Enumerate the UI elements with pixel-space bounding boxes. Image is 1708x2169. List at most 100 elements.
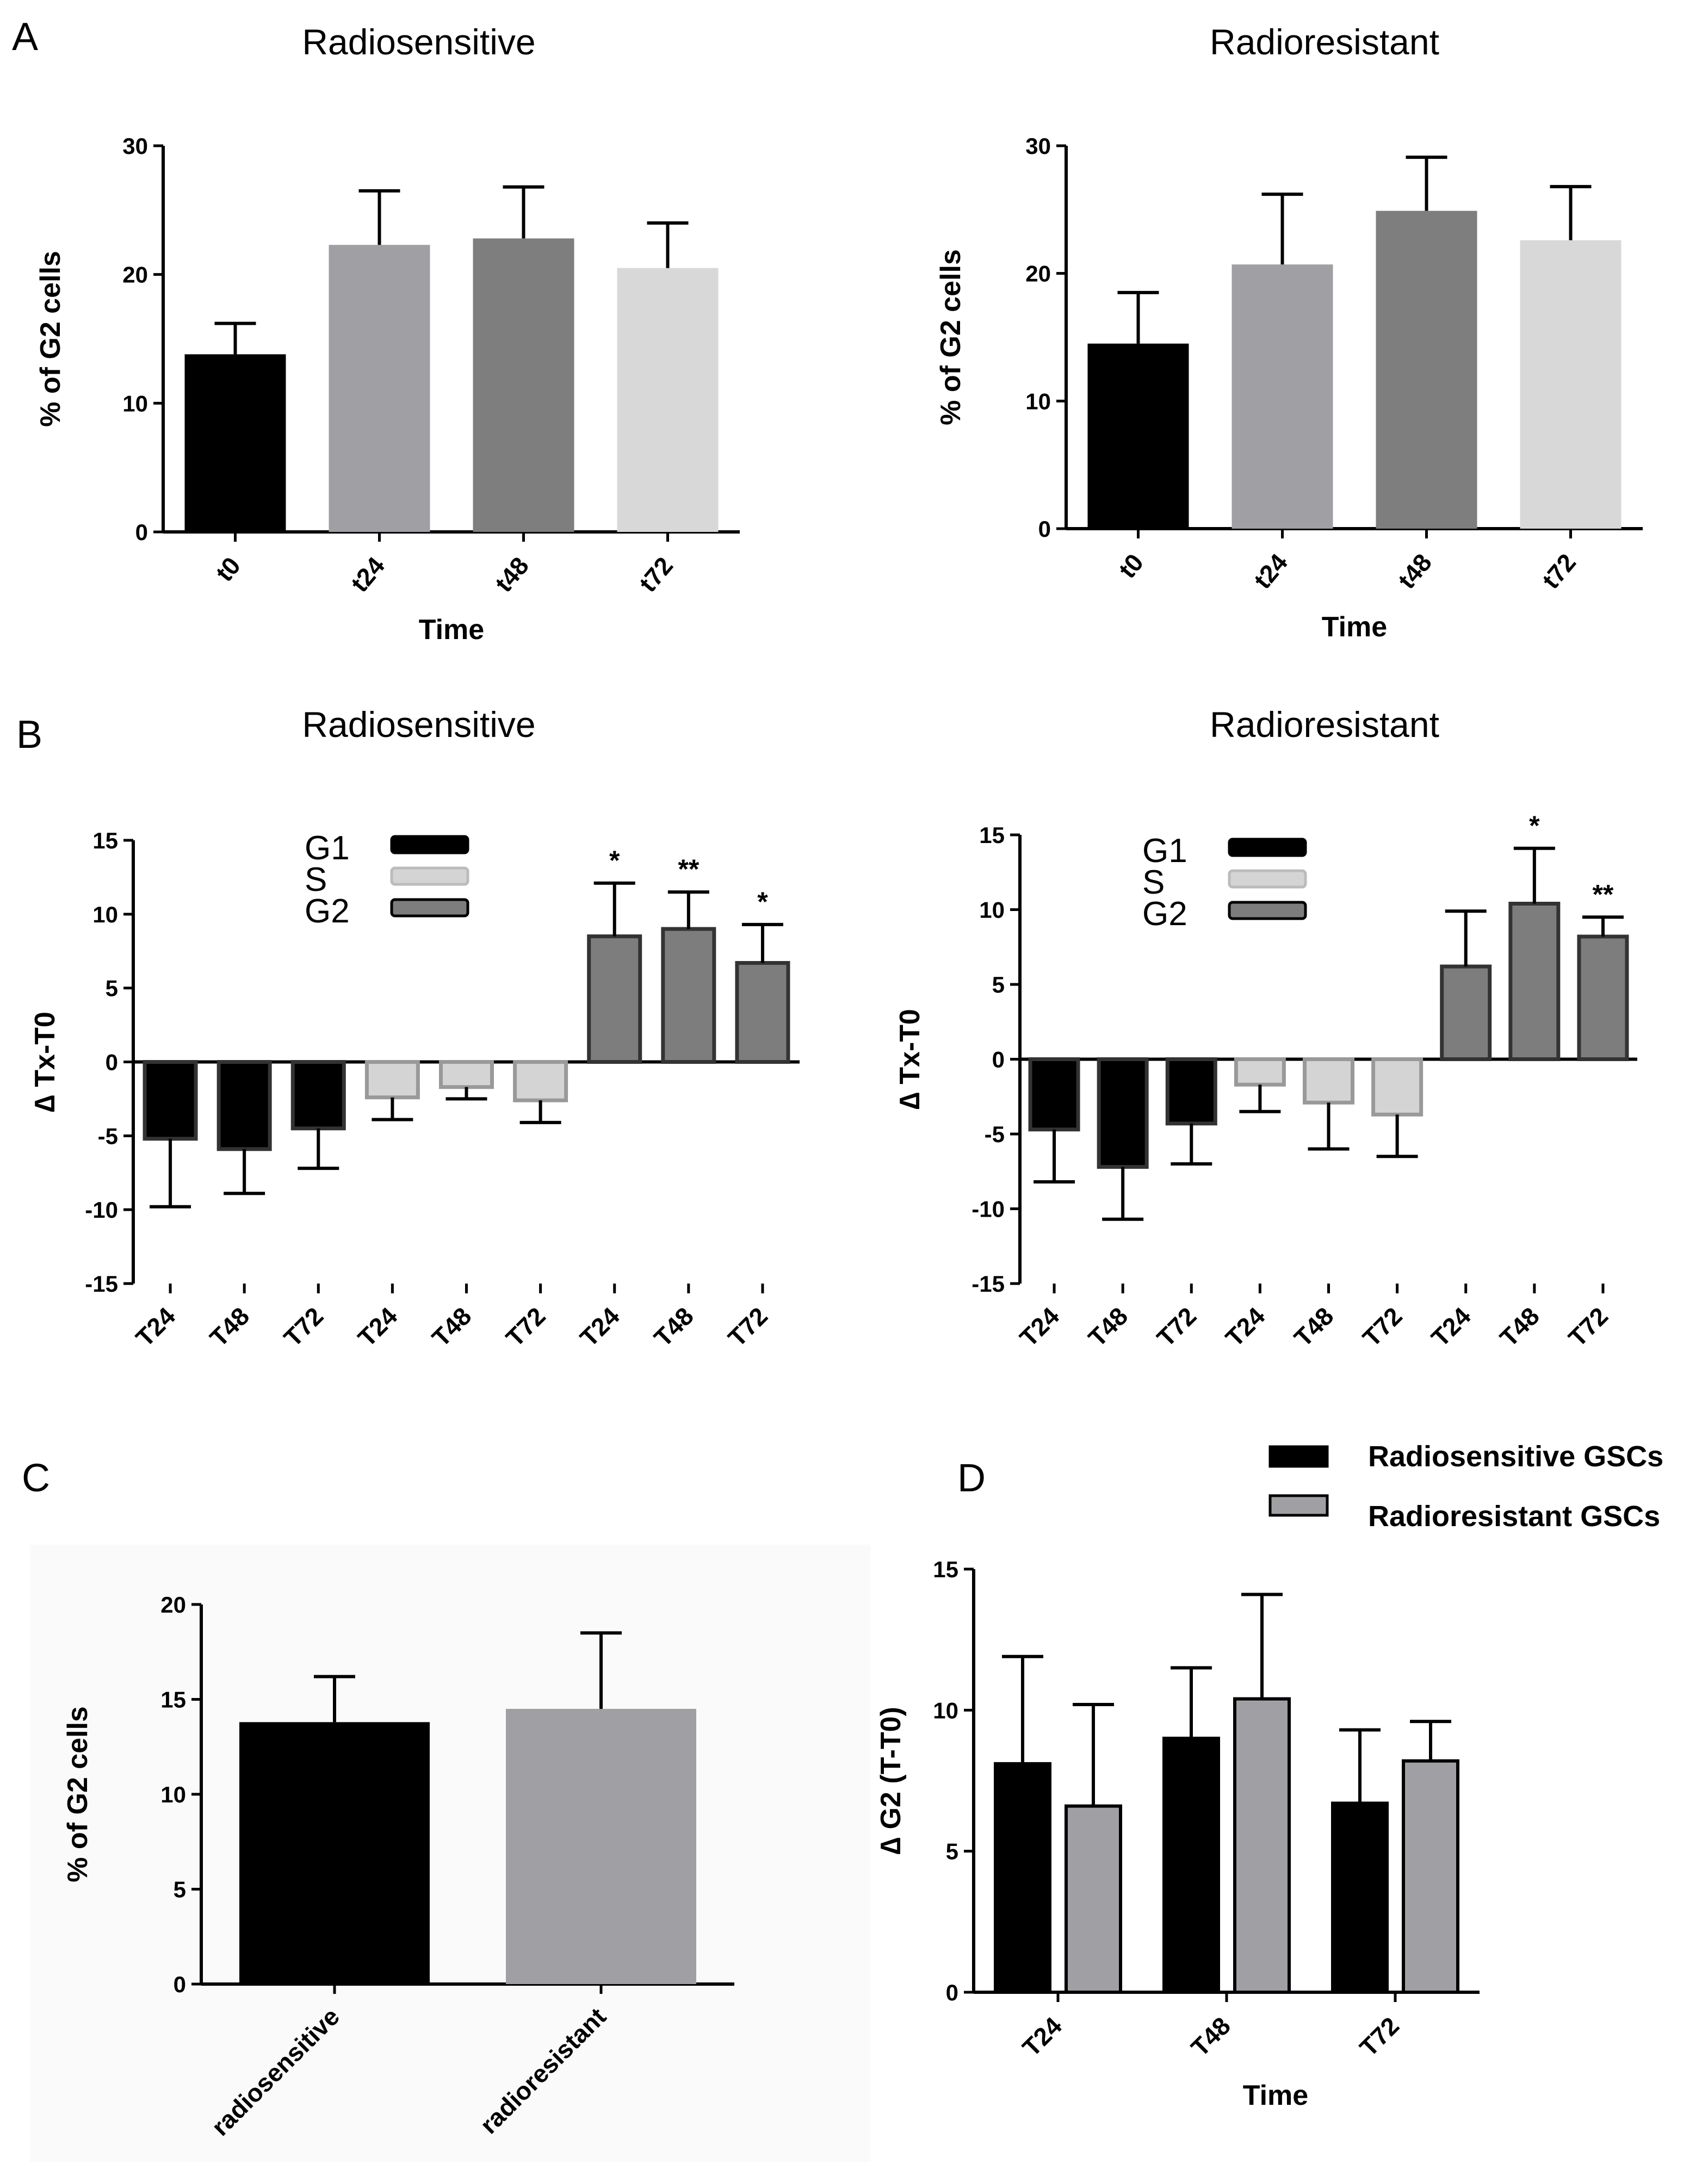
x-tick-label: T24 [352,1302,403,1352]
y-tick-label: 30 [1025,133,1051,159]
panel-letter-d: D [957,1457,986,1500]
error-bar [358,189,400,245]
x-tick-label: t72 [1537,548,1582,594]
y-axis-title: % of G2 cells [62,1706,94,1882]
x-tick-label: t24 [1248,548,1294,594]
y-tick-label: 20 [1025,261,1051,287]
panel-letter-a: A [12,15,38,59]
x-tick-label: t24 [345,551,391,598]
error-bar [1239,1084,1281,1113]
error-bar [1002,1654,1043,1764]
x-tick-label: T72 [722,1302,773,1352]
error-bar [1406,156,1447,211]
bar-t72 [513,1060,568,1102]
error-bar [593,881,635,937]
error-bar [1034,1129,1075,1183]
bar-t0 [1087,343,1189,529]
x-tick-label: T48 [204,1302,255,1352]
y-tick-label: 20 [160,1592,186,1618]
error-bar [667,890,709,929]
y-tick-label: 0 [946,1980,958,2005]
legend-label-s: S [305,861,327,898]
error-bar [1445,909,1487,966]
y-tick-label: -10 [971,1197,1005,1222]
error-bar [1582,915,1624,937]
chart-title: Radioresistant [1210,704,1439,745]
error-bar [1102,1167,1144,1221]
chart-b-left: Radiosensitive -15 -10 -5 0 5 10 15 ∆ Tx-T0 T24 T4… [29,704,800,1352]
error-bar [214,321,256,355]
legend-label-g2: G2 [1142,895,1187,933]
error-bar [1241,1592,1283,1699]
legend-label-radiosensitive: Radiosensitive GSCs [1368,1440,1663,1473]
legend-swatch-g2 [1228,901,1307,920]
legend-label-g1: G1 [1142,832,1187,870]
x-tick-label: T24 [1426,1302,1476,1352]
y-tick-label: 20 [122,262,148,288]
bar-t72 [735,960,790,1064]
bar-t24 [143,1060,198,1141]
error-bar [314,1675,355,1722]
legend-swatch-radioresistant [1268,1494,1329,1517]
y-axis-title: % of G2 cells [935,249,967,425]
y-tick-label: 15 [979,822,1005,848]
legend-swatch-g1 [390,835,469,854]
legend-swatch-g1 [1228,838,1307,857]
y-tick-label: 0 [1038,516,1051,542]
y-tick-label: 10 [1025,388,1051,414]
bar-t72 [617,268,719,532]
x-axis-title: Time [419,614,484,646]
bar-t0 [184,354,286,532]
legend-label-g2: G2 [305,893,350,930]
x-tick-label: T48 [426,1302,477,1352]
error-bar [1550,185,1592,240]
chart-a-right: Radioresistant 0 10 20 30 % of G2 cells t0 t24 t… [935,22,1643,643]
error-bar [647,221,689,268]
x-tick-label: T24 [1014,1302,1065,1352]
y-tick-label: 0 [106,1050,118,1075]
x-tick-label: T24 [1017,2011,1067,2062]
error-bar [580,1631,622,1709]
chart-a-left: Radiosensitive 0 10 20 30 % of G2 cells t0 t24 t… [35,22,740,646]
bar-radioresistant-t24 [1065,1804,1122,1994]
error-bar [503,185,544,239]
y-tick-label: -15 [85,1271,118,1297]
y-tick-label: 10 [933,1697,958,1723]
x-tick-label: T72 [279,1302,329,1352]
error-bar [150,1138,191,1209]
bar-t48 [661,927,716,1064]
y-axis-title: % of G2 cells [35,251,66,427]
error-bar [1073,1702,1114,1806]
x-tick-label: T24 [1220,1302,1271,1352]
panel-letter-b: B [16,713,42,757]
y-tick-label: -5 [985,1121,1005,1147]
bar-radiosensitive [239,1722,430,1984]
legend-label-s: S [1142,864,1165,901]
bar-radiosensitive-t24 [994,1762,1051,1994]
bar-t24 [1440,964,1492,1061]
error-bar [1376,1114,1418,1158]
chart-title: Radiosensitive [302,704,535,745]
bar-radioresistant [506,1708,696,1984]
significance-marker: ** [1592,879,1613,909]
x-axis-title: Time [1243,2080,1308,2111]
x-axis-title: Time [1322,611,1387,643]
bar-t72 [1371,1057,1424,1117]
x-tick-label: T72 [1354,2011,1404,2062]
x-tick-label: t48 [1393,548,1438,594]
y-tick-label: -5 [98,1123,118,1149]
x-tick-label: T48 [1494,1302,1545,1352]
bar-t72 [1165,1057,1217,1126]
bar-t24 [329,245,430,532]
y-tick-label: 0 [174,1972,186,1997]
error-bar [1308,1102,1350,1151]
bar-t72 [290,1060,346,1131]
y-axis-title: ∆ G2 (T-T0) [875,1707,907,1855]
y-tick-label: 10 [160,1782,186,1807]
bar-radioresistant-t48 [1233,1697,1291,1994]
error-bar [741,922,783,963]
y-tick-label: 15 [92,828,118,853]
error-bar [445,1087,487,1101]
bar-t72 [1577,934,1629,1061]
